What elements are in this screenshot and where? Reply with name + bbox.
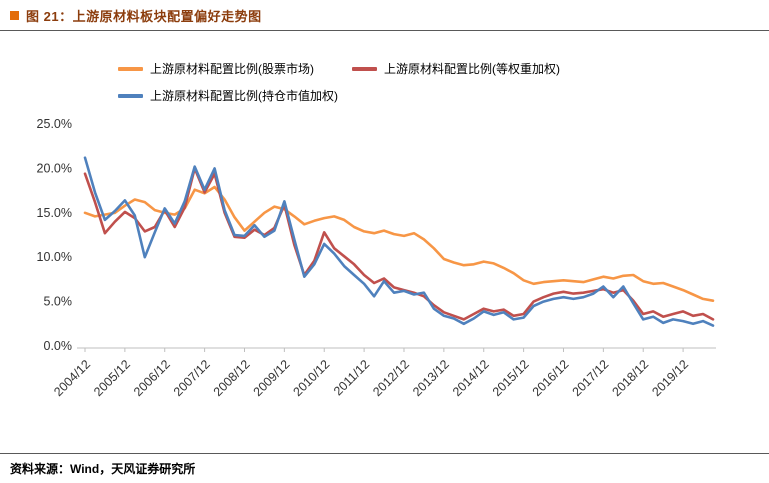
y-tick-label: 10.0% [37,250,72,264]
x-tick-label: 2017/12 [570,357,612,399]
legend-swatch-mcap-weighted [118,93,143,98]
y-tick-label: 5.0% [44,295,73,309]
y-tick-label: 25.0% [37,117,72,131]
x-tick-label: 2012/12 [370,357,412,399]
legend-label-equal-weighted: 上游原材料配置比例(等权重加权) [384,62,560,76]
legend-swatch-stock-market [118,66,143,71]
legend-item-mcap-weighted: 上游原材料配置比例(持仓市值加权) [118,87,338,104]
source-footer: 资料来源：Wind，天风证券研究所 [0,453,769,483]
source-text: 资料来源：Wind，天风证券研究所 [10,462,196,476]
x-tick-label: 2007/12 [171,357,213,399]
x-tick-label: 2015/12 [490,357,532,399]
x-tick-label: 2018/12 [609,357,651,399]
legend-label-stock-market: 上游原材料配置比例(股票市场) [150,62,314,76]
chart-legend: 上游原材料配置比例(股票市场) 上游原材料配置比例(等权重加权) 上游原材料配置… [118,60,560,114]
series-line-0 [83,185,715,302]
x-tick-label: 2016/12 [530,357,572,399]
x-tick-label: 2008/12 [211,357,253,399]
y-tick-label: 20.0% [37,161,72,175]
legend-label-mcap-weighted: 上游原材料配置比例(持仓市值加权) [150,89,338,103]
x-tick-label: 2011/12 [331,357,372,398]
legend-swatch-equal-weighted [352,66,377,71]
series-line-1 [83,167,715,321]
x-tick-label: 2010/12 [291,357,333,399]
x-tick-label: 2006/12 [131,357,173,399]
y-tick-label: 15.0% [37,206,72,220]
legend-item-stock-market: 上游原材料配置比例(股票市场) [118,60,314,77]
legend-row-2: 上游原材料配置比例(持仓市值加权) [118,87,560,104]
figure-header: 图 21：上游原材料板块配置偏好走势图 [0,0,769,31]
legend-row-1: 上游原材料配置比例(股票市场) 上游原材料配置比例(等权重加权) [118,60,560,77]
legend-item-equal-weighted: 上游原材料配置比例(等权重加权) [352,60,560,77]
figure-bullet-icon [10,10,19,20]
trend-chart: 0.0% 5.0% 10.0% 15.0% 20.0% 25.0% 2004/122005/… [37,117,716,399]
series-line-2 [83,156,715,327]
x-tick-label: 2014/12 [450,357,492,399]
x-tick-label: 2005/12 [91,357,133,399]
x-tick-label: 2019/12 [649,357,691,399]
figure-title: 图 21：上游原材料板块配置偏好走势图 [26,8,262,24]
y-tick-label: 0.0% [44,339,73,353]
x-tick-label: 2004/12 [51,357,93,399]
x-tick-label: 2009/12 [251,357,293,399]
x-tick-label: 2013/12 [410,357,452,399]
